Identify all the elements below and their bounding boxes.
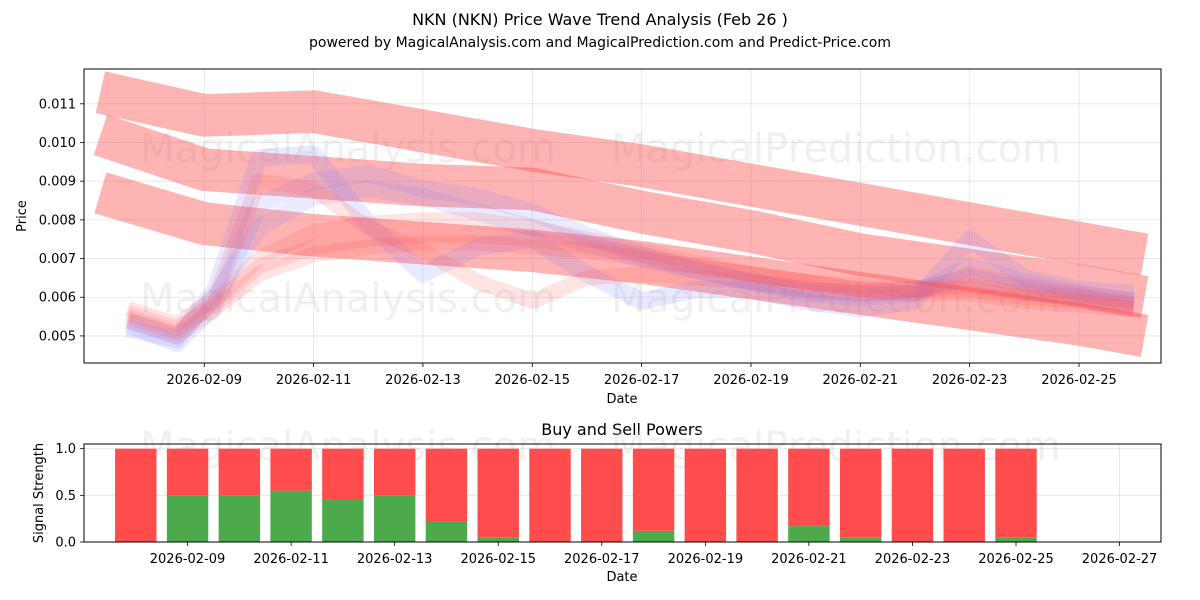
watermark-analysis-1: MagicalAnalysis.com bbox=[140, 126, 556, 172]
sell-bar bbox=[736, 448, 778, 542]
sell-bar bbox=[115, 448, 157, 542]
power-x-tick-label: 2026-02-21 bbox=[771, 552, 847, 567]
price-panel: MagicalAnalysis.com MagicalPrediction.co… bbox=[15, 68, 1162, 407]
price-series-2 bbox=[93, 114, 1149, 319]
sell-bar bbox=[995, 448, 1037, 538]
sell-bar bbox=[529, 448, 571, 542]
power-title: Buy and Sell Powers bbox=[541, 420, 703, 439]
sell-bar bbox=[839, 448, 882, 538]
price-x-tick-label: 2026-02-19 bbox=[713, 373, 789, 388]
power-y-tick-label: 1.0 bbox=[55, 442, 76, 457]
sell-bar bbox=[632, 448, 675, 531]
price-x-tick-label: 2026-02-21 bbox=[823, 373, 899, 388]
power-y-tick-label: 0.5 bbox=[55, 489, 76, 504]
sell-bar bbox=[891, 448, 934, 542]
sell-bar bbox=[270, 448, 312, 491]
buy-bar bbox=[425, 521, 468, 542]
power-x-tick-label: 2026-02-23 bbox=[875, 552, 951, 567]
sell-bar bbox=[788, 448, 830, 527]
price-y-tick-label: 0.011 bbox=[39, 97, 76, 112]
price-x-tick-label: 2026-02-17 bbox=[604, 373, 680, 388]
buy-bar bbox=[995, 537, 1037, 542]
power-x-tick-label: 2026-02-15 bbox=[460, 552, 536, 567]
power-y-ticks: 0.0 0.5 1.0 bbox=[55, 442, 84, 551]
price-series-7 bbox=[125, 173, 1135, 333]
sell-bar bbox=[322, 448, 364, 500]
price-gridlines bbox=[84, 69, 1161, 363]
buy-bar bbox=[322, 500, 364, 542]
price-x-label: Date bbox=[606, 392, 637, 407]
price-y-label: Price bbox=[15, 200, 30, 232]
price-y-tick-label: 0.007 bbox=[39, 252, 76, 267]
price-x-tick-label: 2026-02-11 bbox=[276, 373, 352, 388]
price-y-tick-label: 0.006 bbox=[39, 291, 76, 306]
buy-bar bbox=[166, 495, 209, 542]
price-series-4 bbox=[125, 145, 1135, 349]
power-x-tick-label: 2026-02-13 bbox=[357, 552, 433, 567]
price-axes-frame bbox=[83, 68, 1162, 364]
price-x-tick-label: 2026-02-23 bbox=[932, 373, 1008, 388]
buy-bar bbox=[373, 495, 416, 542]
sell-bar bbox=[581, 448, 623, 542]
price-series-10 bbox=[125, 235, 1135, 344]
power-x-tick-label: 2026-02-25 bbox=[978, 552, 1054, 567]
price-series-8 bbox=[125, 212, 1135, 340]
price-x-tick-label: 2026-02-15 bbox=[495, 373, 571, 388]
price-series-3 bbox=[94, 172, 1149, 357]
watermark-analysis-2: MagicalAnalysis.com bbox=[140, 276, 556, 322]
price-series-1 bbox=[95, 71, 1149, 276]
power-x-tick-label: 2026-02-27 bbox=[1082, 552, 1158, 567]
price-y-tick-label: 0.009 bbox=[39, 175, 76, 190]
price-x-ticks: 2026-02-09 2026-02-11 2026-02-13 2026-02-15… bbox=[166, 363, 1117, 388]
price-x-tick-label: 2026-02-25 bbox=[1041, 373, 1117, 388]
sell-bar bbox=[373, 448, 416, 496]
chart-subtitle: powered by MagicalAnalysis.com and Magic… bbox=[309, 35, 891, 51]
buy-bar bbox=[788, 526, 830, 542]
sell-bar bbox=[218, 448, 261, 496]
price-y-tick-label: 0.008 bbox=[39, 213, 76, 228]
price-series-9 bbox=[125, 227, 1135, 336]
power-x-tick-label: 2026-02-11 bbox=[253, 552, 329, 567]
price-x-tick-label: 2026-02-13 bbox=[385, 373, 461, 388]
price-y-tick-label: 0.005 bbox=[39, 329, 76, 344]
buy-bar bbox=[270, 490, 312, 542]
buy-bar bbox=[632, 530, 675, 542]
price-series-5 bbox=[124, 164, 1135, 353]
price-y-tick-label: 0.010 bbox=[39, 136, 76, 151]
price-series-6 bbox=[125, 180, 1135, 345]
watermark-prediction-3: MagicalPrediction.com bbox=[611, 424, 1061, 470]
power-x-tick-label: 2026-02-19 bbox=[668, 552, 744, 567]
watermark-prediction-2: MagicalPrediction.com bbox=[611, 276, 1061, 322]
power-bars bbox=[115, 448, 1037, 542]
power-y-tick-label: 0.0 bbox=[55, 536, 76, 551]
power-x-ticks: 2026-02-09 2026-02-11 2026-02-13 2026-02-15… bbox=[150, 542, 1158, 567]
chart-title: NKN (NKN) Price Wave Trend Analysis (Feb… bbox=[412, 10, 788, 29]
price-watermarks: MagicalAnalysis.com MagicalPrediction.co… bbox=[140, 126, 1061, 322]
power-panel: MagicalAnalysis.com MagicalPrediction.co… bbox=[32, 424, 1162, 585]
sell-bar bbox=[166, 448, 209, 496]
buy-bar bbox=[477, 537, 519, 542]
power-y-label: Signal Strength bbox=[32, 443, 47, 543]
power-x-tick-label: 2026-02-09 bbox=[150, 552, 226, 567]
power-x-label: Date bbox=[606, 570, 637, 585]
sell-bar bbox=[477, 448, 519, 538]
buy-bar bbox=[839, 537, 882, 542]
sell-bar bbox=[425, 448, 468, 522]
buy-bar bbox=[218, 495, 261, 542]
watermark-prediction-1: MagicalPrediction.com bbox=[611, 126, 1061, 172]
power-x-tick-label: 2026-02-17 bbox=[564, 552, 640, 567]
power-axes-frame bbox=[83, 443, 1162, 543]
sell-bar bbox=[684, 448, 727, 542]
price-series bbox=[93, 71, 1149, 357]
sell-bar bbox=[943, 448, 985, 542]
price-x-tick-label: 2026-02-09 bbox=[166, 373, 242, 388]
price-y-ticks: 0.005 0.006 0.007 0.008 0.009 0.010 0.011 bbox=[39, 97, 84, 344]
